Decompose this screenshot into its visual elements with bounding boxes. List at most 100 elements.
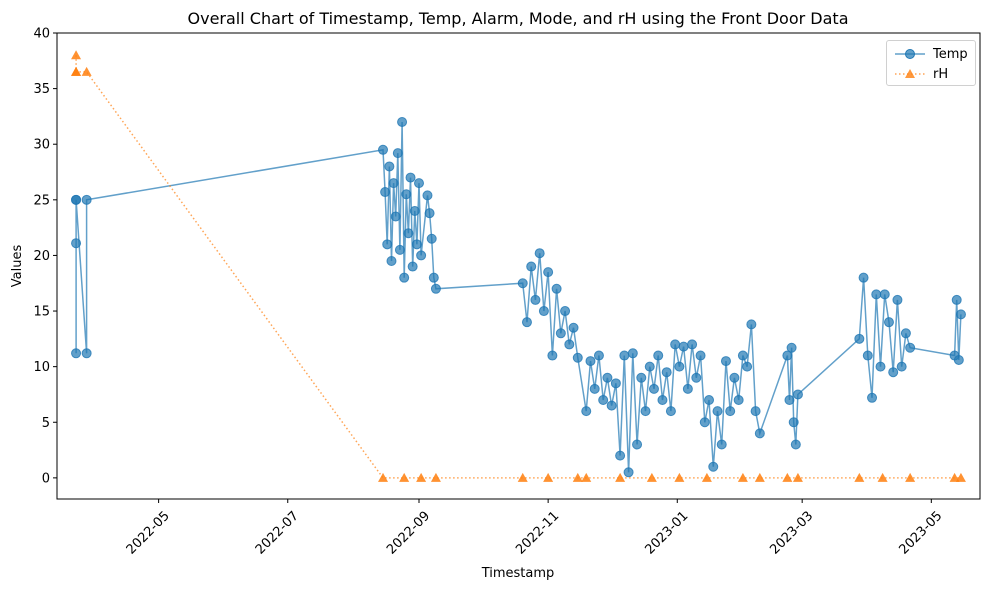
data-point-rh — [71, 66, 82, 76]
data-point-temp — [862, 350, 873, 361]
data-point-temp — [648, 383, 659, 394]
data-point-temp — [409, 205, 420, 216]
x-tick-label: 2022-11 — [513, 509, 562, 558]
data-point-temp — [555, 328, 566, 339]
data-point-temp — [382, 239, 393, 250]
plot-frame — [56, 32, 981, 500]
data-point-temp — [854, 333, 865, 344]
legend-item-rh: rH — [895, 65, 948, 83]
data-point-rh — [430, 472, 441, 482]
data-point-rh — [416, 472, 427, 482]
y-tick-label: 40 — [33, 27, 50, 42]
data-point-rh — [615, 472, 626, 482]
data-point-temp — [670, 339, 681, 350]
data-point-temp — [720, 356, 731, 367]
data-point-temp — [598, 395, 609, 406]
data-point-temp — [81, 194, 92, 205]
data-point-temp — [712, 406, 723, 417]
data-point-temp — [892, 294, 903, 305]
data-point-temp — [782, 350, 793, 361]
data-point-temp — [888, 367, 899, 378]
data-point-rh — [572, 472, 583, 482]
temp-legend-marker-icon — [895, 49, 925, 59]
data-point-temp — [691, 372, 702, 383]
data-point-temp — [657, 395, 668, 406]
data-point-rh — [782, 472, 793, 482]
data-point-temp — [674, 361, 685, 372]
data-point-temp — [951, 294, 962, 305]
data-point-temp — [585, 356, 596, 367]
data-point-rh — [754, 472, 765, 482]
data-point-temp — [883, 317, 894, 328]
data-point-temp — [521, 317, 532, 328]
data-point-temp — [428, 272, 439, 283]
y-tick-label: 20 — [33, 249, 50, 264]
data-point-temp — [392, 148, 403, 159]
data-point-temp — [725, 406, 736, 417]
data-point-temp — [905, 342, 916, 353]
data-point-temp — [378, 144, 389, 155]
data-point-temp — [551, 283, 562, 294]
data-point-temp — [403, 228, 414, 239]
x-tick-label: 2023-05 — [896, 509, 945, 558]
data-point-rh — [81, 66, 92, 76]
data-point-temp — [955, 309, 966, 320]
data-point-temp — [729, 372, 740, 383]
data-point-temp — [422, 190, 433, 201]
data-point-temp — [397, 116, 408, 127]
data-point-rh — [646, 472, 657, 482]
data-point-temp — [399, 272, 410, 283]
data-point-rh — [517, 472, 528, 482]
data-point-temp — [407, 261, 418, 272]
data-point-rh — [792, 472, 803, 482]
data-point-temp — [530, 294, 541, 305]
data-point-temp — [640, 406, 651, 417]
y-tick-label: 30 — [33, 138, 50, 153]
data-point-rh — [854, 472, 865, 482]
data-point-rh — [674, 472, 685, 482]
data-point-temp — [388, 178, 399, 189]
data-point-temp — [754, 428, 765, 439]
data-point-temp — [896, 361, 907, 372]
data-point-temp — [426, 233, 437, 244]
data-point-temp — [81, 348, 92, 359]
data-point-temp — [615, 450, 626, 461]
data-point-temp — [538, 306, 549, 317]
data-point-temp — [534, 248, 545, 259]
data-point-temp — [386, 255, 397, 266]
data-point-temp — [867, 392, 878, 403]
data-point-temp — [380, 187, 391, 198]
data-point-temp — [858, 272, 869, 283]
series-rh — [71, 50, 966, 482]
data-point-temp — [564, 339, 575, 350]
legend: Temp rH — [886, 40, 976, 86]
data-point-rh — [399, 472, 410, 482]
data-point-temp — [71, 348, 82, 359]
data-point-temp — [390, 211, 401, 222]
data-point-temp — [430, 283, 441, 294]
data-point-rh — [71, 50, 82, 60]
y-axis-label: Values — [10, 245, 25, 288]
data-point-temp — [543, 267, 554, 278]
data-point-temp — [733, 395, 744, 406]
data-point-temp — [665, 406, 676, 417]
data-point-temp — [704, 395, 715, 406]
series-layer — [71, 50, 966, 482]
data-point-temp — [593, 350, 604, 361]
data-point-temp — [401, 189, 412, 200]
data-point-temp — [708, 461, 719, 472]
data-point-temp — [632, 439, 643, 450]
data-point-temp — [636, 372, 647, 383]
data-point-rh — [581, 472, 592, 482]
data-point-temp — [602, 372, 613, 383]
data-point-rh — [378, 472, 389, 482]
data-point-temp — [682, 383, 693, 394]
y-tick-label: 10 — [33, 360, 50, 375]
data-point-rh — [701, 472, 712, 482]
data-point-temp — [788, 417, 799, 428]
y-tick-label: 0 — [42, 471, 50, 486]
data-point-temp — [71, 238, 82, 249]
x-tick-label: 2023-01 — [642, 509, 691, 558]
data-point-temp — [678, 341, 689, 352]
y-tick-label: 35 — [33, 82, 50, 97]
